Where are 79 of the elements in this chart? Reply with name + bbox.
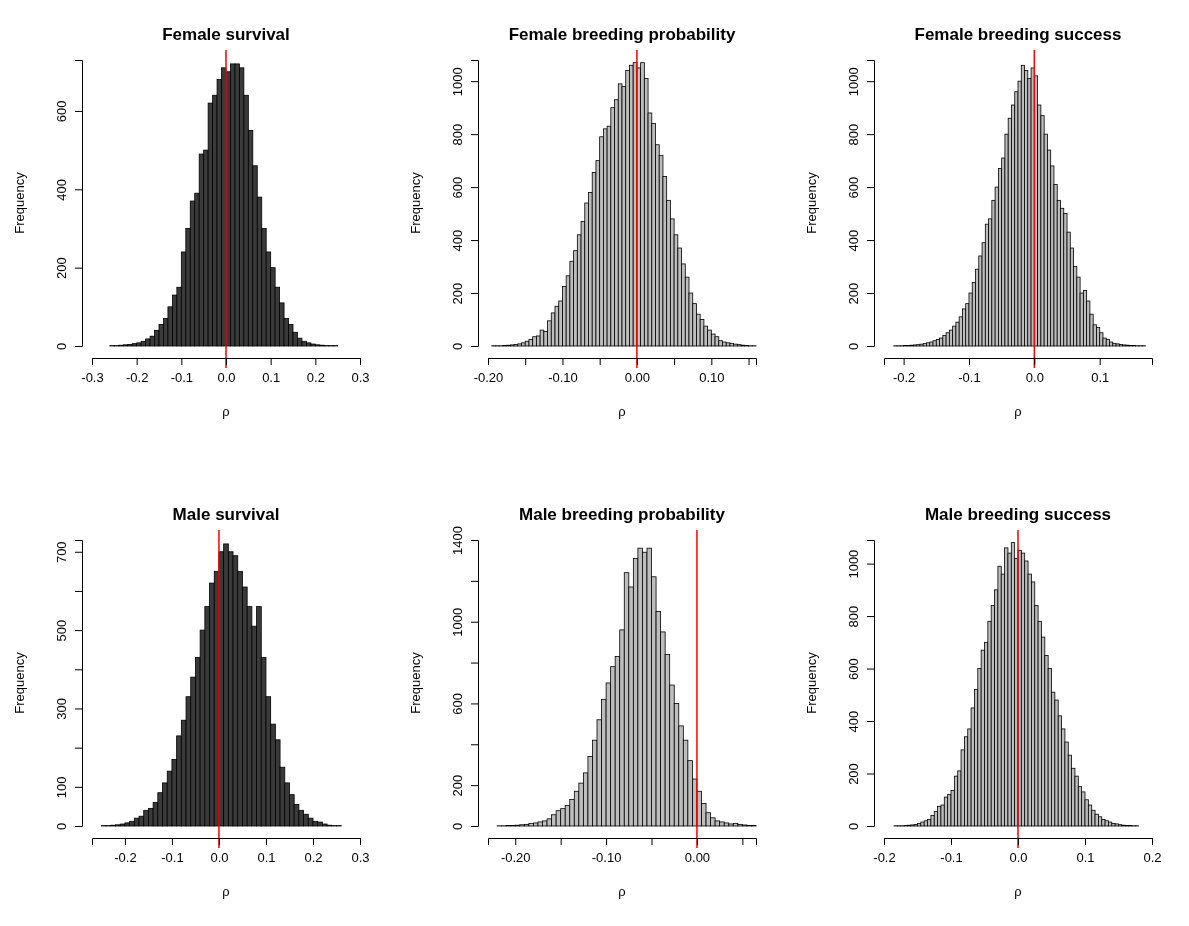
y-tick-label: 600 bbox=[846, 658, 861, 680]
y-tick-label: 100 bbox=[54, 776, 69, 799]
y-tick-label: 800 bbox=[450, 123, 465, 146]
y-tick-label: 300 bbox=[54, 698, 69, 720]
x-tick-label: 0.2 bbox=[1143, 850, 1162, 866]
chart-title: Male survival bbox=[172, 505, 280, 524]
x-tick-label: 0.1 bbox=[257, 850, 276, 866]
x-tick-label: 0.0 bbox=[1009, 850, 1028, 866]
y-tick-label: 1000 bbox=[450, 67, 465, 97]
x-tick-label: -0.20 bbox=[473, 370, 504, 386]
y-tick-label: 200 bbox=[846, 282, 861, 305]
chart-title: Male breeding success bbox=[924, 505, 1112, 524]
chart-title: Female survival bbox=[162, 25, 290, 44]
y-tick-label: 200 bbox=[846, 763, 861, 785]
x-tick-label: -0.3 bbox=[81, 370, 104, 386]
x-tick-label: 0.2 bbox=[306, 370, 325, 386]
x-tick-label: 0.00 bbox=[624, 370, 651, 386]
x-tick-label: -0.1 bbox=[940, 850, 963, 866]
y-tick-label: 0 bbox=[450, 342, 465, 351]
chart-title: Female breeding success bbox=[914, 25, 1122, 44]
x-tick-label: 0.1 bbox=[1091, 370, 1110, 386]
y-axis-title: Frequency bbox=[408, 651, 423, 714]
x-axis-title: ρ bbox=[1014, 884, 1022, 899]
y-tick-label: 400 bbox=[846, 710, 861, 733]
y-axis-title: Frequency bbox=[804, 171, 819, 234]
x-tick-label: 0.3 bbox=[351, 850, 370, 866]
y-tick-label: 0 bbox=[54, 342, 69, 351]
y-tick-label: 800 bbox=[846, 123, 861, 146]
x-tick-label: -0.1 bbox=[958, 370, 981, 386]
x-tick-label: -0.20 bbox=[500, 850, 531, 866]
x-axis-title: ρ bbox=[618, 884, 626, 899]
x-tick-label: -0.10 bbox=[591, 850, 622, 866]
y-tick-label: 600 bbox=[450, 693, 465, 715]
y-tick-label: 600 bbox=[846, 176, 861, 199]
y-tick-label: 600 bbox=[54, 100, 69, 123]
y-tick-label: 1000 bbox=[846, 67, 861, 97]
x-tick-label: 0.0 bbox=[217, 370, 236, 386]
y-tick-label: 600 bbox=[450, 176, 465, 199]
y-tick-label: 200 bbox=[54, 257, 69, 279]
x-tick-label: -0.2 bbox=[114, 850, 137, 866]
y-tick-label: 1000 bbox=[450, 607, 465, 637]
x-tick-label: 0.1 bbox=[262, 370, 281, 386]
x-tick-label: 0.10 bbox=[699, 370, 725, 386]
x-tick-label: -0.1 bbox=[161, 850, 184, 866]
y-axis-title: Frequency bbox=[804, 651, 819, 714]
chart-title: Male breeding probability bbox=[519, 505, 726, 524]
y-axis-title: Frequency bbox=[12, 171, 27, 234]
x-tick-label: 0.3 bbox=[351, 370, 370, 386]
y-tick-label: 400 bbox=[450, 229, 465, 252]
x-tick-label: -0.10 bbox=[548, 370, 578, 386]
x-tick-label: 0.1 bbox=[1076, 850, 1095, 866]
y-tick-label: 800 bbox=[846, 605, 861, 628]
y-axis-title: Frequency bbox=[408, 171, 423, 234]
y-tick-label: 0 bbox=[846, 822, 861, 831]
x-tick-label: -0.2 bbox=[125, 370, 149, 386]
x-tick-label: -0.2 bbox=[873, 850, 896, 866]
y-tick-label: 200 bbox=[450, 282, 465, 305]
x-tick-label: -0.2 bbox=[892, 370, 916, 386]
x-tick-label: 0.00 bbox=[684, 850, 711, 866]
y-tick-label: 0 bbox=[846, 342, 861, 351]
x-axis-title: ρ bbox=[222, 884, 230, 899]
y-tick-label: 200 bbox=[450, 774, 465, 797]
x-tick-label: 0.0 bbox=[210, 850, 229, 866]
y-tick-label: 400 bbox=[846, 229, 861, 252]
y-tick-label: 400 bbox=[54, 178, 69, 201]
x-axis-title: ρ bbox=[222, 404, 230, 419]
x-tick-label: 0.0 bbox=[1025, 370, 1044, 386]
y-tick-label: 700 bbox=[54, 541, 69, 564]
x-tick-label: -0.1 bbox=[170, 370, 194, 386]
y-tick-label: 0 bbox=[450, 822, 465, 831]
y-axis-title: Frequency bbox=[12, 651, 27, 714]
y-tick-label: 1400 bbox=[450, 526, 465, 555]
x-tick-label: 0.2 bbox=[304, 850, 323, 866]
chart-title: Female breeding probability bbox=[508, 25, 736, 44]
x-axis-title: ρ bbox=[1014, 404, 1022, 419]
y-tick-label: 0 bbox=[54, 822, 69, 831]
y-tick-label: 500 bbox=[54, 619, 69, 642]
x-axis-title: ρ bbox=[618, 404, 626, 419]
y-tick-label: 1000 bbox=[846, 549, 861, 579]
